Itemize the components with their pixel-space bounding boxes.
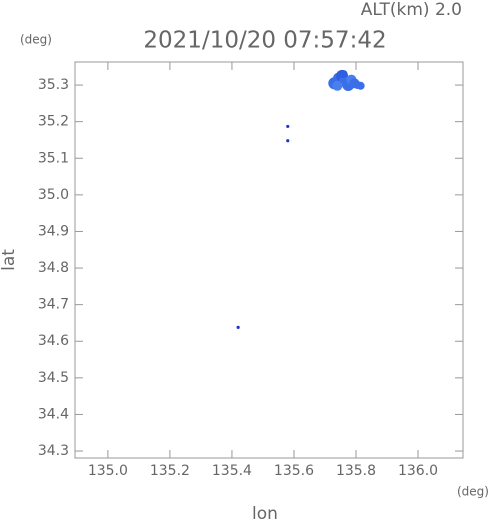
y-label: lat (0, 249, 19, 271)
point (236, 325, 240, 329)
y-tick-label: 35.2 (38, 114, 69, 130)
y-tick-label: 34.5 (38, 370, 69, 386)
y-unit: (deg) (20, 33, 52, 47)
point (286, 124, 290, 129)
x-tick-label: 135.6 (274, 463, 314, 479)
x-tick-label: 135.4 (212, 463, 252, 479)
y-tick-label: 35.1 (38, 150, 69, 166)
y-tick-label: 35.3 (38, 77, 69, 93)
x-tick-label: 136.0 (398, 463, 438, 479)
y-tick-label: 34.7 (38, 297, 69, 313)
y-tick-label: 34.6 (38, 333, 69, 349)
x-label: lon (252, 504, 278, 521)
y-tick-label: 34.9 (38, 223, 69, 239)
point (332, 80, 343, 91)
y-tick-label: 34.4 (38, 406, 69, 422)
point (339, 70, 348, 79)
x-tick-label: 135.2 (150, 463, 190, 479)
y-tick-label: 34.3 (38, 443, 69, 459)
point (286, 139, 290, 143)
y-tick-label: 35.0 (38, 187, 69, 203)
x-tick-label: 135.0 (88, 463, 128, 479)
annotation: ALT(km) 2.0 (361, 0, 462, 20)
point (356, 81, 365, 90)
x-unit: (deg) (457, 485, 489, 499)
x-tick-label: 135.8 (336, 463, 376, 479)
y-tick-label: 34.8 (38, 260, 69, 276)
plot-frame (74, 61, 464, 459)
chart-title: 2021/10/20 07:57:42 (143, 28, 386, 54)
